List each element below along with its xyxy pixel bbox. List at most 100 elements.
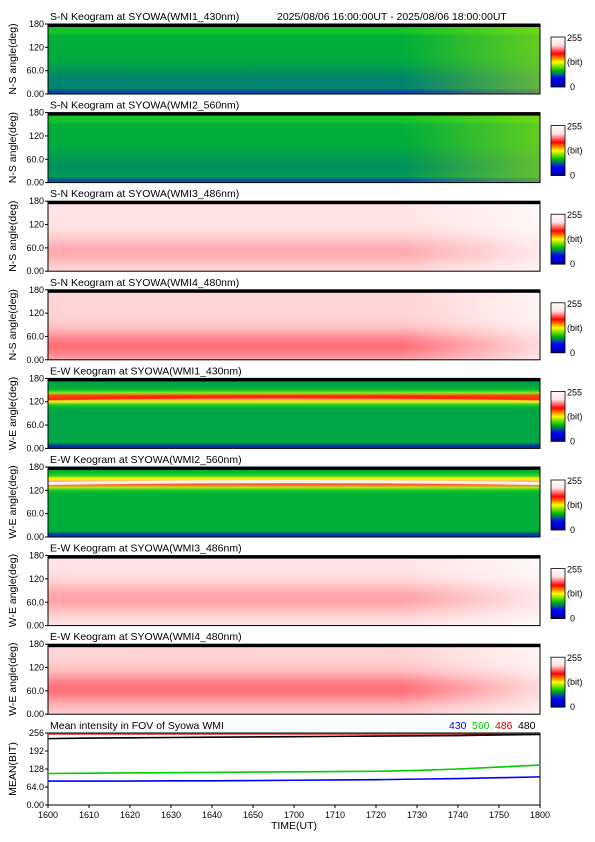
colorbar-min-label: 0 (570, 82, 575, 92)
y-axis-label: MEAN(BIT) (7, 742, 19, 796)
panel-title: E-W Keogram at SYOWA(WMI4_480nm) (50, 631, 242, 643)
x-tick-label: 1600 (38, 810, 58, 820)
keogram-image (48, 467, 540, 537)
colorbar-max-label: 255 (567, 476, 582, 486)
x-tick-label: 1730 (407, 810, 427, 820)
y-tick-label: 0.00 (26, 89, 44, 99)
y-tick-label: 120 (29, 397, 44, 407)
aurora-arc (47, 395, 541, 401)
y-axis-label: N-S angle(deg) (7, 112, 19, 183)
y-tick-label: 0.00 (26, 532, 44, 542)
y-tick-label: 180 (29, 373, 44, 383)
legend-560: 560 (472, 720, 490, 732)
keogram-edge (48, 555, 540, 559)
y-axis-label: N-S angle(deg) (7, 201, 19, 272)
x-tick-label: 1650 (243, 810, 263, 820)
colorbar (550, 568, 566, 619)
panel-frame (47, 23, 541, 95)
y-tick-label: 60.0 (26, 597, 44, 607)
legend-486: 486 (495, 720, 513, 732)
colorbar-unit-label: (bit) (567, 323, 583, 333)
y-tick-label: 180 (29, 285, 44, 295)
y-axis-label: W-E angle(deg) (7, 377, 19, 450)
panel-title: S-N Keogram at SYOWA(WMI2_560nm) (50, 100, 239, 112)
y-tick-label: 64.0 (26, 782, 44, 792)
colorbar-max-label: 255 (567, 565, 582, 575)
y-tick-label: 60.0 (26, 509, 44, 519)
keogram-edge (48, 378, 540, 382)
y-tick-label: 180 (29, 639, 44, 649)
x-tick-label: 1750 (489, 810, 509, 820)
colorbar-unit-label: (bit) (567, 234, 583, 244)
keogram-edge (48, 24, 540, 27)
panel-title: S-N Keogram at SYOWA(WMI1_430nm) (50, 11, 239, 23)
legend-430: 430 (449, 720, 467, 732)
panel-frame (47, 112, 541, 184)
legend-480: 480 (518, 720, 536, 732)
y-axis-label: W-E angle(deg) (7, 643, 19, 716)
panel-frame (47, 377, 541, 449)
y-tick-label: 60.0 (26, 420, 44, 430)
colorbar (550, 656, 566, 708)
y-tick-label: 180 (29, 19, 44, 29)
y-tick-label: 60.0 (26, 243, 44, 253)
colorbar-unit-label: (bit) (567, 500, 583, 510)
y-tick-label: 180 (29, 551, 44, 561)
colorbar-unit-label: (bit) (567, 57, 583, 67)
x-tick-label: 1630 (161, 810, 181, 820)
colorbar-unit-label: (bit) (567, 146, 583, 156)
colorbar (550, 390, 566, 442)
y-tick-label: 0.00 (26, 355, 44, 365)
y-axis-label: W-E angle(deg) (7, 554, 19, 627)
y-tick-label: 120 (29, 42, 44, 52)
y-tick-label: 0.00 (26, 266, 44, 276)
y-tick-label: 256 (29, 728, 44, 738)
y-tick-label: 128 (29, 764, 44, 774)
y-tick-label: 60.0 (26, 331, 44, 341)
time-range-label: 2025/08/06 16:00:00UT - 2025/08/06 18:00… (277, 11, 507, 23)
colorbar-unit-label: (bit) (567, 677, 583, 687)
x-tick-label: 1740 (448, 810, 468, 820)
series-line-430 (48, 776, 541, 782)
panel-frame (47, 200, 541, 272)
mean-panel-title: Mean intensity in FOV of Syowa WMI (50, 720, 224, 732)
colorbar-min-label: 0 (570, 525, 575, 535)
y-tick-label: 0.00 (26, 443, 44, 453)
colorbar (550, 302, 566, 354)
y-tick-label: 0.00 (26, 621, 44, 631)
colorbar-max-label: 255 (567, 387, 582, 397)
y-tick-label: 120 (29, 308, 44, 318)
colorbar-max-label: 255 (567, 122, 582, 132)
keogram-fade (48, 24, 540, 94)
keogram-fade (48, 555, 540, 626)
keogram-edge (48, 289, 540, 293)
y-axis-label: N-S angle(deg) (7, 289, 19, 360)
keogram-edge (48, 467, 540, 470)
series-line-560 (47, 764, 541, 775)
keogram-edge (48, 644, 540, 648)
colorbar-min-label: 0 (570, 348, 575, 358)
x-tick-label: 1640 (202, 810, 222, 820)
y-tick-label: 180 (29, 462, 44, 472)
panel-title: S-N Keogram at SYOWA(WMI3_486nm) (50, 188, 239, 200)
keogram-edge (48, 112, 540, 116)
y-tick-label: 60.0 (26, 66, 44, 76)
series-line-480 (47, 733, 541, 740)
y-tick-label: 180 (29, 108, 44, 118)
colorbar (550, 213, 566, 265)
panel-frame (47, 466, 541, 538)
y-tick-label: 120 (29, 220, 44, 230)
y-tick-label: 60.0 (26, 154, 44, 164)
y-tick-label: 0.00 (26, 178, 44, 188)
y-axis-label: N-S angle(deg) (7, 23, 19, 94)
aurora-arc (47, 480, 541, 486)
keogram-edge (48, 201, 540, 205)
y-tick-label: 120 (29, 663, 44, 673)
y-tick-label: 120 (29, 131, 44, 141)
y-tick-label: 60.0 (26, 686, 44, 696)
keogram-fade (48, 201, 540, 272)
keogram-fade (48, 289, 540, 360)
colorbar-min-label: 0 (570, 259, 575, 269)
panel-frame (47, 289, 541, 361)
keogram-fade (48, 644, 540, 715)
